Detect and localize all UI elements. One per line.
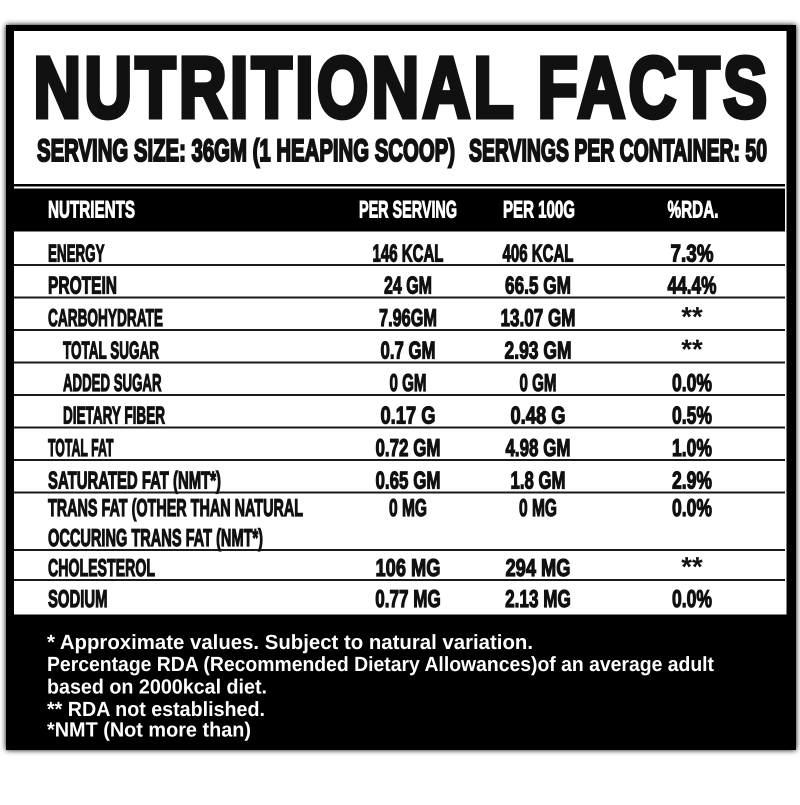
svg-text:SATURATED FAT (NMT*): SATURATED FAT (NMT*) [48,468,221,495]
svg-text:DIETARY FIBER: DIETARY FIBER [63,403,165,430]
svg-text:66.5 GM: 66.5 GM [505,273,571,300]
svg-text:0.17 G: 0.17 G [381,403,436,430]
svg-text:0 MG: 0 MG [389,495,427,522]
svg-text:SERVING SIZE: 36GM (1 HEAPING: SERVING SIZE: 36GM (1 HEAPING SCOOP) [37,133,455,168]
svg-text:44.4%: 44.4% [668,273,717,300]
svg-text:0 MG: 0 MG [519,495,557,522]
svg-text:0.0%: 0.0% [672,370,712,397]
svg-text:7.3%: 7.3% [671,240,714,267]
svg-text:0.7 GM: 0.7 GM [381,338,436,365]
svg-text:2.93 GM: 2.93 GM [505,338,572,365]
svg-text:294 MG: 294 MG [506,555,571,582]
svg-text:406 KCAL: 406 KCAL [503,240,574,267]
svg-text:based on 2000kcal diet.: based on 2000kcal diet. [47,676,267,699]
svg-text:ENERGY: ENERGY [48,240,105,267]
svg-text:** RDA not established.: ** RDA not established. [47,698,265,721]
svg-text:0.0%: 0.0% [672,495,712,522]
svg-text:0.0%: 0.0% [672,586,712,613]
svg-text:NUTRIENTS: NUTRIENTS [48,197,135,224]
svg-text:PER 100G: PER 100G [503,197,575,224]
svg-text:CARBOHYDRATE: CARBOHYDRATE [48,305,163,332]
svg-text:TOTAL FAT: TOTAL FAT [48,435,114,462]
svg-text:PROTEIN: PROTEIN [48,273,117,300]
svg-text:SODIUM: SODIUM [48,586,108,613]
svg-text:146 KCAL: 146 KCAL [373,240,444,267]
svg-text:0.72 GM: 0.72 GM [376,435,441,462]
svg-text:NUTRITIONAL FACTS: NUTRITIONAL FACTS [34,40,771,136]
svg-text:1.0%: 1.0% [672,435,712,462]
svg-text:106 MG: 106 MG [376,555,441,582]
svg-text:TOTAL SUGAR: TOTAL SUGAR [63,338,159,365]
svg-text:PER SERVING: PER SERVING [359,197,457,224]
svg-text:ADDED SUGAR: ADDED SUGAR [63,370,162,397]
svg-text:2.9%: 2.9% [672,468,712,495]
svg-text:Percentage RDA (Recommended Di: Percentage RDA (Recommended Dietary Allo… [47,653,714,676]
svg-text:0.48 G: 0.48 G [511,403,566,430]
svg-text:TRANS FAT (OTHER THAN NATURAL: TRANS FAT (OTHER THAN NATURAL [48,495,303,522]
svg-text:7.96GM: 7.96GM [379,305,437,332]
svg-text:4.98 GM: 4.98 GM [506,435,571,462]
svg-text:0.65 GM: 0.65 GM [376,468,441,495]
svg-text:* Approximate values. Subject: * Approximate values. Subject to natural… [47,631,533,654]
svg-text:0 GM: 0 GM [520,370,557,397]
svg-text:2.13 MG: 2.13 MG [505,586,571,613]
svg-text:0.5%: 0.5% [672,403,712,430]
svg-text:CHOLESTEROL: CHOLESTEROL [48,555,155,582]
svg-text:**: ** [681,301,703,332]
svg-text:1.8 GM: 1.8 GM [511,468,566,495]
svg-text:%RDA.: %RDA. [668,197,719,224]
svg-text:**: ** [681,551,703,582]
svg-text:24 GM: 24 GM [384,273,432,300]
svg-text:*NMT (Not more than): *NMT (Not more than) [47,719,251,742]
svg-text:13.07 GM: 13.07 GM [501,305,576,332]
svg-text:SERVINGS PER CONTAINER: 50: SERVINGS PER CONTAINER: 50 [469,133,767,168]
svg-text:0.77 MG: 0.77 MG [375,586,441,613]
svg-text:**: ** [681,334,703,365]
svg-text:0 GM: 0 GM [390,370,427,397]
svg-text:OCCURING TRANS FAT (NMT*): OCCURING TRANS FAT (NMT*) [48,525,263,552]
